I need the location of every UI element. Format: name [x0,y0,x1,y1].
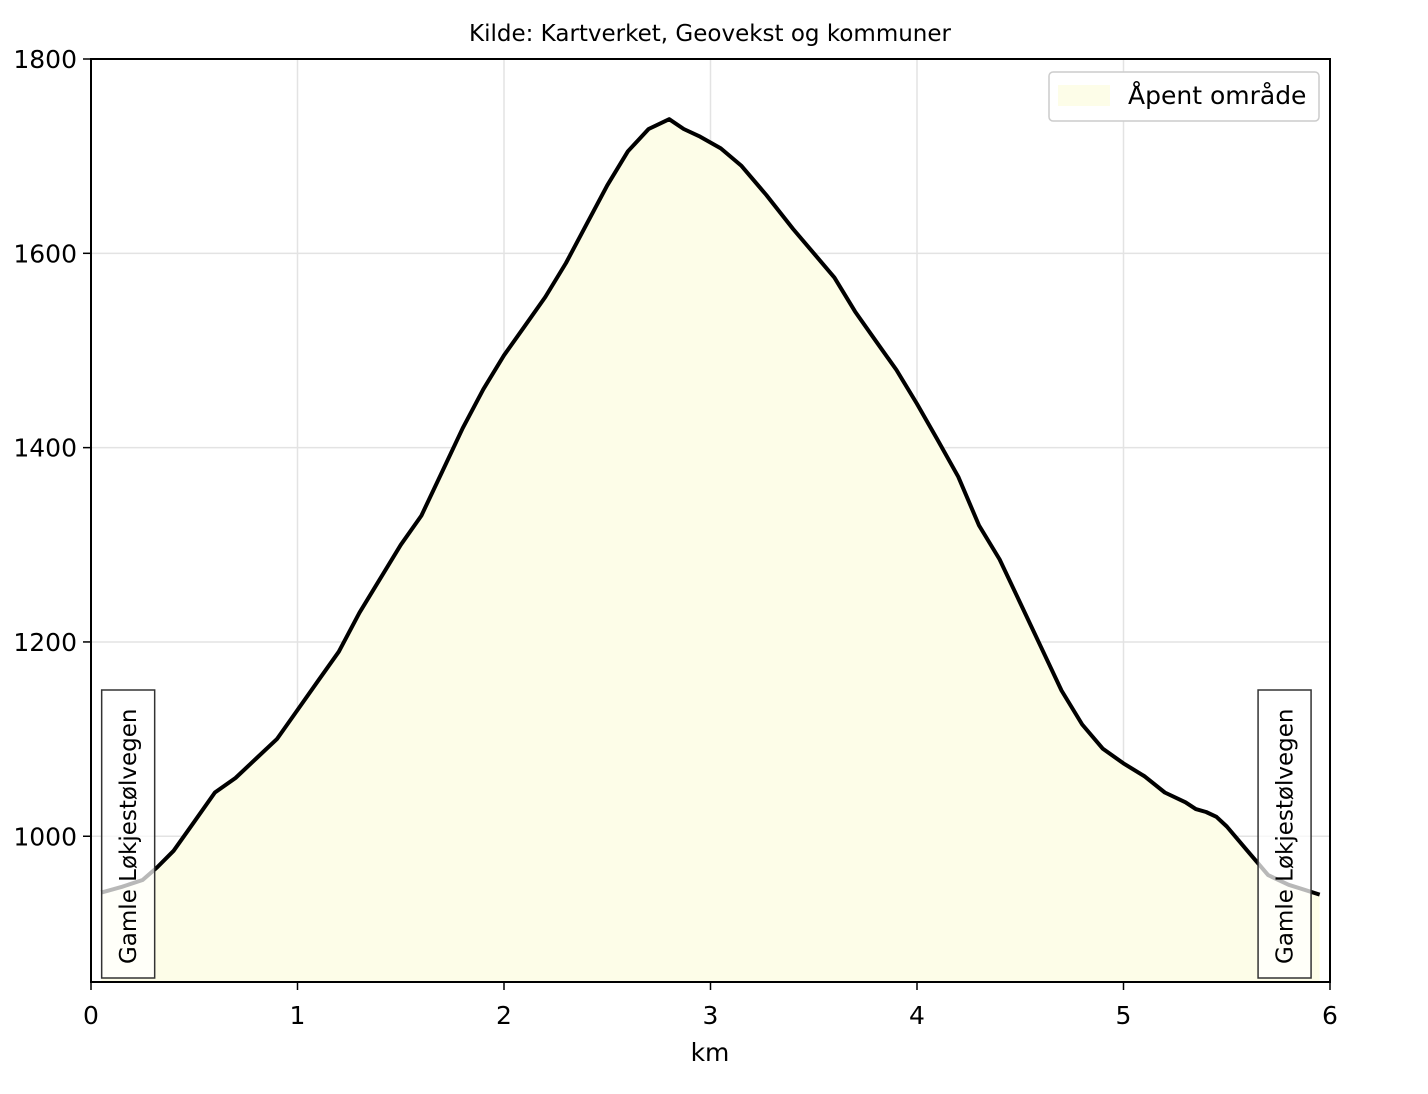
x-axis: 0 1 2 3 4 5 6 [83,982,1338,1030]
chart-title: Kilde: Kartverket, Geovekst og kommuner [469,21,952,47]
legend-swatch [1058,85,1110,106]
x-tick-label: 4 [909,1001,925,1030]
road-annotation-box [100,689,156,979]
x-tick-label: 6 [1322,1001,1338,1030]
y-tick-label: 1200 [13,628,77,657]
elevation-line [100,117,1321,897]
annotation-layer: Gamle Løkjestølvegen Gamle Løkjestølvegen [100,689,1312,979]
x-tick-label: 1 [290,1001,306,1030]
legend-label: Åpent område [1128,81,1306,110]
x-tick-label: 3 [703,1001,719,1030]
road-annotation-label: Gamle Løkjestølvegen [116,709,142,964]
legend: Åpent område [1048,71,1320,122]
road-annotation-label: Gamle Løkjestølvegen [1273,709,1299,964]
x-tick-label: 5 [1116,1001,1132,1030]
x-axis-label: km [691,1038,730,1067]
area-fill [101,119,1320,982]
y-axis: 1000 1200 1400 1600 1800 [13,45,91,851]
road-annotation-box [1257,689,1312,979]
x-tick-label: 2 [496,1001,512,1030]
y-tick-label: 1800 [13,45,77,74]
y-tick-label: 1000 [13,822,77,851]
legend-box [1048,71,1320,122]
y-tick-label: 1600 [13,239,77,268]
area-layer [100,117,1321,982]
y-tick-label: 1400 [13,434,77,463]
x-tick-label: 0 [83,1001,99,1030]
